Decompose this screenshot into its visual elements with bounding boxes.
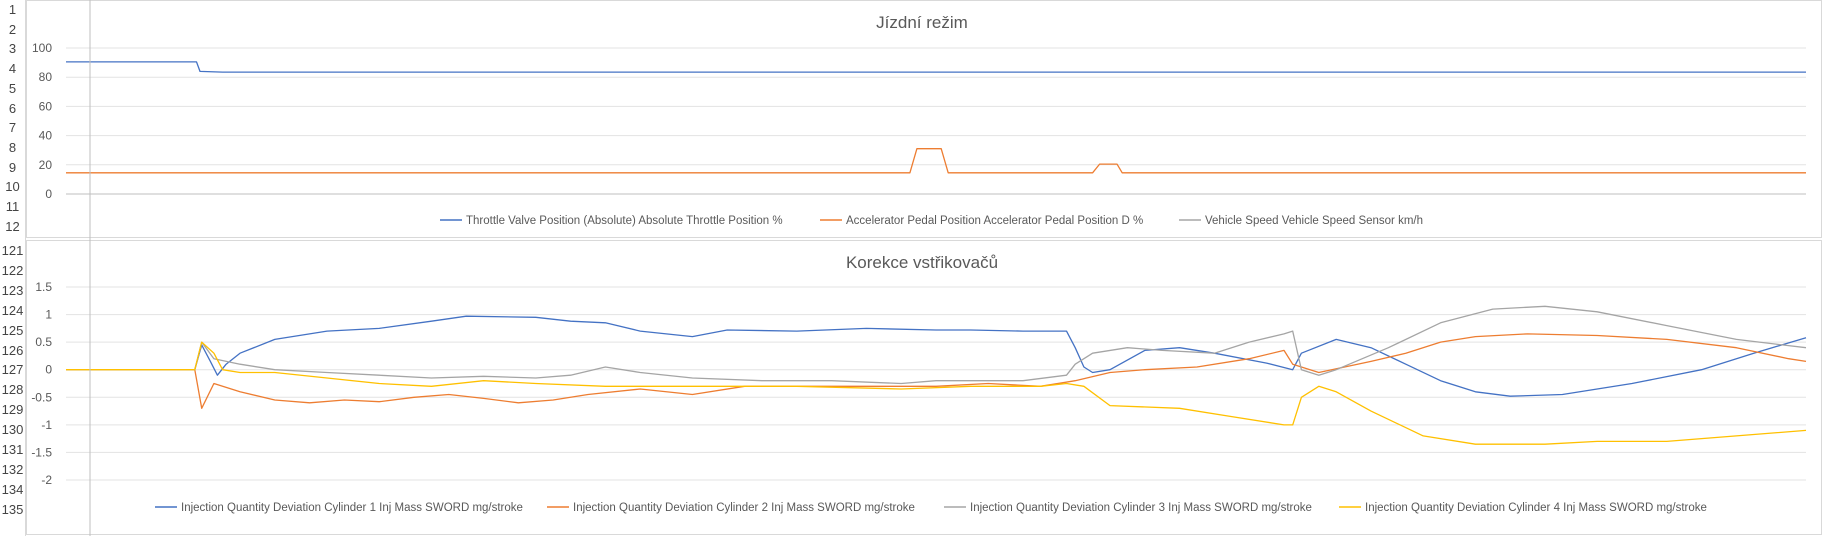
series-line[interactable] [66,333,1807,409]
legend-entry[interactable]: Vehicle Speed Vehicle Speed Sensor km/h [1205,215,1423,227]
y-tick-label: 60 [39,99,53,113]
legend-entry[interactable]: Injection Quantity Deviation Cylinder 1 … [181,502,523,514]
row-header[interactable]: 130 [1,422,24,438]
y-tick-label: 1.5 [35,280,52,294]
y-tick-label: 40 [39,129,53,143]
y-tick-label: 0 [45,363,52,377]
series-line[interactable] [66,61,1806,73]
row-header[interactable]: 8 [8,139,17,155]
row-header[interactable]: 129 [1,402,24,418]
series-line[interactable] [66,148,1806,174]
row-header[interactable]: 131 [1,442,24,457]
y-axis-ticks: 100 80 60 40 20 0 [32,41,52,201]
legend-entry[interactable]: Injection Quantity Deviation Cylinder 4 … [1365,502,1707,514]
series-line[interactable] [66,341,1807,445]
row-header[interactable]: 6 [8,100,17,116]
chart-injector-correction[interactable]: Korekce vstřikovačů 1.5 1 0.5 0 -0.5 -1 -1.5 -2… [26,240,1822,535]
y-tick-label: -1 [41,418,52,432]
legend-entry[interactable]: Injection Quantity Deviation Cylinder 3 … [970,502,1312,514]
row-header[interactable]: 10 [5,179,20,195]
y-tick-label: 0 [45,187,52,201]
chart-title: Jízdní režim [876,13,968,32]
row-headers: 1 2 3 4 5 6 7 8 9 10 11 12 121 122 123 124 125 126 127 128 1… [0,0,26,536]
legend: Throttle Valve Position (Absolute) Absol… [440,215,1423,227]
row-header[interactable]: 126 [1,342,24,358]
legend-entry[interactable]: Injection Quantity Deviation Cylinder 2 … [573,502,915,514]
spreadsheet-sheet: Jízdní režim 100 80 60 40 20 0 Throttle Valve… [26,0,1822,536]
row-header[interactable]: 125 [1,322,24,338]
legend-entry[interactable]: Accelerator Pedal Position Accelerator P… [846,215,1143,227]
row-header[interactable]: 124 [1,302,24,318]
y-tick-label: -1.5 [31,445,52,459]
row-header[interactable]: 4 [8,61,17,77]
legend-entry[interactable]: Throttle Valve Position (Absolute) Absol… [466,215,783,227]
series-group [66,305,1807,445]
row-header[interactable]: 123 [1,282,24,298]
gridlines [66,47,1806,195]
legend: Injection Quantity Deviation Cylinder 1 … [155,502,1707,514]
row-header[interactable]: 2 [8,21,17,37]
y-tick-label: -0.5 [31,390,52,404]
row-header[interactable]: 122 [1,262,24,278]
y-tick-label: 0.5 [35,335,52,349]
y-tick-label: 80 [39,70,53,84]
series-line[interactable] [66,315,1807,397]
y-tick-label: 1 [45,308,52,322]
row-header[interactable]: 7 [8,120,17,136]
series-group [66,61,1806,174]
row-header[interactable]: 135 [1,501,24,517]
series-line[interactable] [66,305,1807,385]
row-header[interactable]: 1 [8,2,17,17]
row-header[interactable]: 132 [1,461,24,477]
chart-area [26,0,1822,238]
chart-driving-mode[interactable]: Jízdní režim 100 80 60 40 20 0 Throttle Valve… [26,0,1822,238]
row-header[interactable]: 128 [1,382,24,398]
row-header[interactable]: 11 [5,199,20,214]
row-header[interactable]: 134 [1,481,24,497]
row-header[interactable]: 5 [8,80,17,96]
y-tick-label: 20 [39,158,53,172]
row-header[interactable]: 12 [5,218,20,234]
gridlines [66,286,1806,481]
y-tick-label: 100 [32,41,52,55]
y-axis-ticks: 1.5 1 0.5 0 -0.5 -1 -1.5 -2 [31,280,52,487]
row-header[interactable]: 121 [1,243,24,258]
row-header[interactable]: 127 [1,362,24,378]
row-header[interactable]: 9 [8,159,17,175]
chart-title: Korekce vstřikovačů [846,253,998,272]
y-tick-label: -2 [41,473,52,487]
row-header[interactable]: 3 [8,41,17,57]
